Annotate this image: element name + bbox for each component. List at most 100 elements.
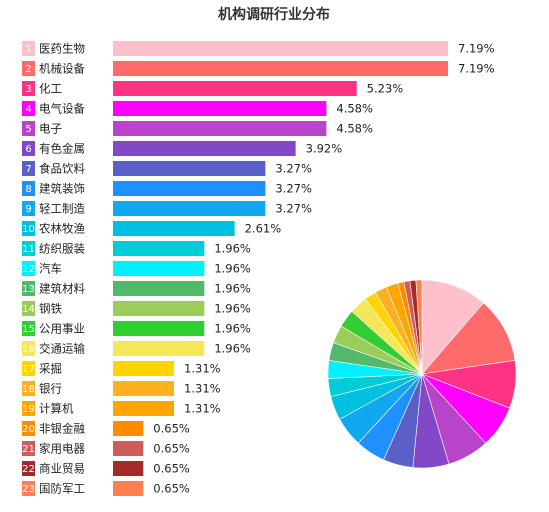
bar xyxy=(113,201,266,216)
category-label: 食品饮料 xyxy=(39,162,85,176)
rank-label: 6 xyxy=(25,144,31,155)
category-label: 商业贸易 xyxy=(39,462,85,476)
bar xyxy=(113,421,144,436)
bar-row: 10 农林牧渔 2.61% xyxy=(22,221,281,236)
bar-row: 5 电子 4.58% xyxy=(22,121,373,136)
rank-label: 3 xyxy=(25,84,31,95)
category-label: 采掘 xyxy=(39,362,62,376)
rank-badge xyxy=(22,161,35,176)
value-label: 2.61% xyxy=(245,222,282,236)
bar-row: 23 国防军工 0.65% xyxy=(22,481,190,496)
bar-row: 11 纺织服装 1.96% xyxy=(22,241,251,256)
pie-slice xyxy=(421,279,484,375)
bar-row: 19 计算机 1.31% xyxy=(22,401,221,416)
category-label: 汽车 xyxy=(39,262,62,276)
category-label: 轻工制造 xyxy=(39,202,85,216)
bar-row: 15 公用事业 1.96% xyxy=(22,321,251,336)
value-label: 4.58% xyxy=(336,102,373,116)
bar-row: 16 交通运输 1.96% xyxy=(22,341,251,356)
rank-badge xyxy=(22,241,35,256)
rank-badge xyxy=(22,361,35,376)
category-label: 钢铁 xyxy=(39,302,62,316)
rank-label: 14 xyxy=(22,304,35,315)
value-label: 0.65% xyxy=(153,442,190,456)
bar xyxy=(113,461,144,476)
bar xyxy=(113,441,144,456)
rank-label: 15 xyxy=(22,324,35,335)
category-label: 化工 xyxy=(39,82,62,96)
rank-badge xyxy=(22,201,35,216)
rank-badge xyxy=(22,481,35,496)
rank-badge xyxy=(22,141,35,156)
value-label: 1.96% xyxy=(214,302,251,316)
bar xyxy=(113,361,175,376)
bar xyxy=(113,301,205,316)
bar-chart: 1 医药生物 7.19% 2 机械设备 7.19% 3 化工 5.23% 4 电气设备 4.58% 5 电… xyxy=(22,41,495,496)
value-label: 1.96% xyxy=(214,322,251,336)
rank-label: 7 xyxy=(25,164,31,175)
bar xyxy=(113,241,205,256)
bar-row: 13 建筑材料 1.96% xyxy=(22,281,251,296)
category-label: 建筑装饰 xyxy=(39,182,85,196)
rank-badge xyxy=(22,401,35,416)
bar xyxy=(113,41,448,56)
rank-badge xyxy=(22,41,35,56)
rank-badge xyxy=(22,461,35,476)
rank-label: 5 xyxy=(25,124,31,135)
chart-title: 机构调研行业分布 xyxy=(218,6,330,23)
bar-row: 1 医药生物 7.19% xyxy=(22,41,495,56)
pie-chart xyxy=(327,279,517,469)
value-label: 3.27% xyxy=(275,162,312,176)
bar xyxy=(113,381,175,396)
bar-row: 7 食品饮料 3.27% xyxy=(22,161,312,176)
bar xyxy=(113,321,205,336)
rank-label: 9 xyxy=(25,204,31,215)
category-label: 国防军工 xyxy=(39,482,85,496)
rank-badge xyxy=(22,181,35,196)
rank-label: 19 xyxy=(22,404,35,415)
value-label: 1.31% xyxy=(184,362,221,376)
bar-row: 2 机械设备 7.19% xyxy=(22,61,495,76)
value-label: 1.31% xyxy=(184,402,221,416)
bar-row: 21 家用电器 0.65% xyxy=(22,441,190,456)
rank-label: 16 xyxy=(22,344,35,355)
category-label: 医药生物 xyxy=(39,42,85,56)
category-label: 非银金融 xyxy=(39,422,85,436)
category-label: 银行 xyxy=(39,382,62,396)
value-label: 1.96% xyxy=(214,282,251,296)
bar xyxy=(113,221,235,236)
bar xyxy=(113,341,205,356)
bar-row: 22 商业贸易 0.65% xyxy=(22,461,190,476)
bar-row: 17 采掘 1.31% xyxy=(22,361,221,376)
value-label: 0.65% xyxy=(153,422,190,436)
rank-badge xyxy=(22,261,35,276)
bar xyxy=(113,401,175,416)
value-label: 1.96% xyxy=(214,242,251,256)
bar xyxy=(113,181,266,196)
rank-label: 10 xyxy=(22,224,35,235)
value-label: 3.27% xyxy=(275,182,312,196)
value-label: 1.31% xyxy=(184,382,221,396)
category-label: 计算机 xyxy=(39,402,74,416)
bar xyxy=(113,121,327,136)
rank-label: 2 xyxy=(25,64,31,75)
category-label: 电子 xyxy=(39,122,62,136)
category-label: 交通运输 xyxy=(39,342,85,356)
value-label: 7.19% xyxy=(458,62,495,76)
value-label: 7.19% xyxy=(458,42,495,56)
pie-slice xyxy=(415,279,423,375)
rank-label: 21 xyxy=(22,444,35,455)
bar xyxy=(113,161,266,176)
category-label: 家用电器 xyxy=(39,442,85,456)
rank-label: 8 xyxy=(25,184,31,195)
bar-row: 14 钢铁 1.96% xyxy=(22,301,251,316)
rank-label: 20 xyxy=(22,424,35,435)
rank-label: 22 xyxy=(22,464,35,475)
value-label: 3.92% xyxy=(306,142,343,156)
bar-row: 4 电气设备 4.58% xyxy=(22,101,373,116)
category-label: 有色金属 xyxy=(39,142,85,156)
category-label: 机械设备 xyxy=(39,62,85,76)
rank-label: 13 xyxy=(22,284,35,295)
rank-label: 18 xyxy=(22,384,35,395)
rank-label: 12 xyxy=(22,264,35,275)
